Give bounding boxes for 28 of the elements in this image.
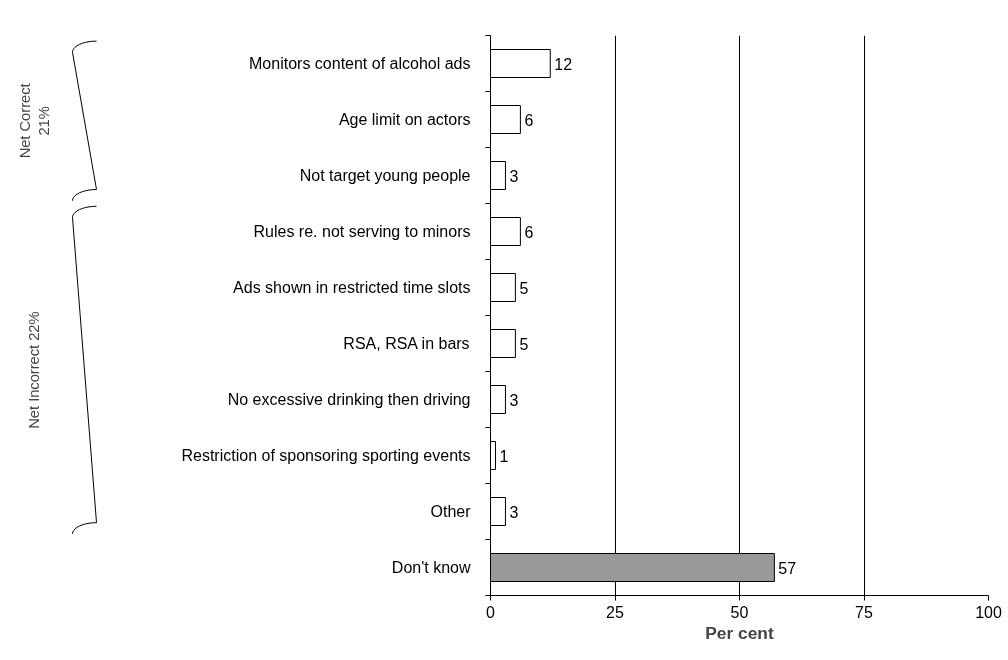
text: Net Correct 21% (16, 83, 52, 159)
data-label: 6 (524, 223, 534, 241)
x-tick-label: 75 (855, 603, 873, 621)
data-label: 3 (509, 167, 519, 185)
x-tick-label: 25 (606, 603, 624, 621)
x-tick-label: 50 (730, 603, 749, 621)
x-axis-title: Per cent (705, 622, 774, 643)
data-label: 5 (519, 279, 529, 297)
y-tick-label: Other (430, 503, 472, 520)
text: Net Incorrect 22% (26, 311, 43, 429)
y-tick-label: No excessive drinking then driving (227, 391, 471, 408)
x-tick-label: 0 (486, 603, 496, 621)
data-label: 5 (519, 335, 529, 353)
y-tick-label: Monitors content of alcohol ads (249, 55, 471, 72)
data-label: 12 (554, 55, 573, 73)
y-tick-label: RSA, RSA in bars (343, 335, 470, 352)
y-tick-label: Restriction of sponsoring sporting events (181, 447, 471, 464)
y-tick-label: Age limit on actors (338, 111, 471, 128)
data-label: 6 (524, 111, 534, 129)
data-label: 3 (509, 503, 519, 521)
data-label: 57 (778, 559, 797, 577)
data-label: 3 (509, 391, 519, 409)
y-tick-label: Rules re. not serving to minors (253, 223, 471, 240)
x-tick-label: 100 (975, 603, 1002, 621)
data-label: 1 (499, 447, 509, 465)
y-tick-label: Don't know (391, 559, 471, 576)
y-tick-label: Not target young people (299, 167, 471, 184)
y-tick-label: Ads shown in restricted time slots (233, 279, 471, 296)
